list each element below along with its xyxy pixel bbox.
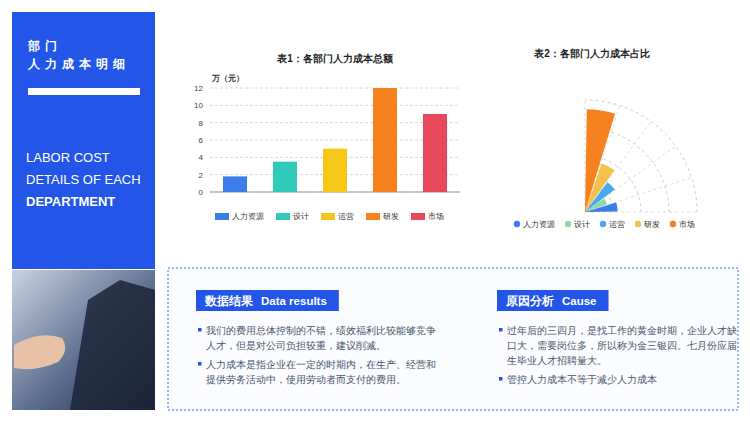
panel-heading: 数据结果 Data results	[204, 294, 327, 308]
sidebar-bar	[28, 88, 140, 95]
grid-line	[210, 140, 460, 141]
photo	[12, 270, 155, 410]
bullet-line: 人力成本是指企业在一定的时期内，在生产、经营和	[206, 359, 436, 370]
bullet-line: 口大，需要岗位多，所以称为金三银四。七月份应届	[507, 340, 737, 351]
grid-line	[210, 122, 460, 123]
bar	[273, 162, 297, 192]
heading-en: Cause	[562, 295, 597, 307]
polar-grid	[585, 100, 697, 212]
photo-hand	[14, 335, 65, 369]
heading-en: Data results	[261, 295, 327, 307]
legend-swatch	[321, 213, 335, 220]
bullet-line: 生毕业人才招聘量大。	[507, 355, 607, 366]
legend-dot	[565, 221, 571, 227]
grid-line	[210, 105, 460, 106]
legend-dot	[600, 221, 606, 227]
tick-label: 12	[194, 84, 203, 93]
sidebar-subtitle: DETAILS OF EACH	[26, 172, 141, 187]
legend-label: 市场	[428, 212, 444, 221]
bar	[323, 149, 347, 192]
bar	[373, 88, 397, 192]
legend-dot	[670, 221, 676, 227]
legend-dot	[514, 221, 520, 227]
bullet-line: 我们的费用总体控制的不错，绩效福利比较能够竞争	[206, 325, 436, 336]
panel-heading-bg	[196, 290, 339, 311]
bar	[223, 176, 247, 192]
legend-label: 设计	[293, 212, 309, 221]
tick-label: 10	[194, 101, 203, 110]
legend-swatch	[276, 213, 290, 220]
sidebar-subtitle: DEPARTMENT	[26, 194, 115, 209]
tick-label: 2	[199, 171, 204, 180]
bullet-dot	[499, 328, 503, 332]
sidebar-title: 部门	[27, 39, 62, 53]
grid-radial	[585, 105, 620, 212]
legend-label: 人力资源	[232, 212, 264, 221]
bullet-dot	[499, 377, 503, 381]
bullet-text: 我们的费用总体控制的不错，绩效福利比较能够竞争人才，但是对公司负担较重，建议削减…	[206, 325, 436, 351]
bullet-line: 人才，但是对公司负担较重，建议削减。	[206, 340, 386, 351]
legend-label: 研发	[383, 212, 399, 221]
tick-label: 4	[199, 153, 204, 162]
legend-label: 运营	[609, 220, 625, 229]
bullet-text: 人力成本是指企业在一定的时期内，在生产、经营和提供劳务活动中，使用劳动者而支付的…	[206, 359, 436, 385]
legend-swatch	[411, 213, 425, 220]
chart-title: 表2：各部门人力成本占比	[533, 48, 650, 59]
sidebar-bg	[12, 12, 155, 269]
tick-label: 0	[199, 188, 204, 197]
grid	[210, 88, 460, 192]
bullet-text: 过年后的三四月，是找工作的黄金时期，企业人才缺口大，需要岗位多，所以称为金三银四…	[507, 325, 737, 366]
chart-title: 表1：各部门人力成本总额	[276, 53, 394, 64]
legend-label: 设计	[574, 220, 590, 229]
bullet-text: 管控人力成本不等于减少人力成本	[507, 374, 657, 385]
axis-title: 万（元）	[211, 74, 244, 83]
legend-swatch	[215, 213, 229, 220]
photo-suit	[70, 280, 155, 410]
sector	[585, 109, 615, 212]
bullet-dot	[198, 328, 202, 332]
grid-arc	[585, 100, 697, 212]
panel-frame	[168, 268, 738, 410]
legend-label: 研发	[644, 220, 660, 229]
grid-line	[210, 88, 460, 89]
bar	[423, 114, 447, 192]
sectors	[585, 109, 618, 212]
bullet-dot	[198, 362, 202, 366]
legend-dot	[635, 221, 641, 227]
legend-label: 运营	[338, 212, 354, 221]
heading-cn: 数据结果	[204, 294, 254, 308]
panel-heading-bg	[497, 290, 609, 311]
bullet-line: 过年后的三四月，是找工作的黄金时期，企业人才缺	[507, 325, 737, 336]
bullet-line: 提供劳务活动中，使用劳动者而支付的费用。	[206, 374, 406, 385]
sidebar-subtitle: LABOR COST	[26, 150, 110, 165]
page: 部门人力成本明细 LABOR COST DETAILS OF EACH DEPARTM…	[0, 0, 750, 422]
tick-label: 6	[199, 136, 204, 145]
legend-swatch	[366, 213, 380, 220]
sidebar-title: 人力成本明细	[27, 57, 130, 71]
bullet-line: 管控人力成本不等于减少人力成本	[507, 374, 657, 385]
legend-label: 人力资源	[523, 220, 555, 229]
heading-cn: 原因分析	[505, 295, 554, 307]
legend-label: 市场	[679, 220, 695, 229]
panel-heading: 原因分析 Cause	[505, 295, 597, 307]
tick-label: 8	[199, 119, 204, 128]
bars	[223, 88, 447, 192]
